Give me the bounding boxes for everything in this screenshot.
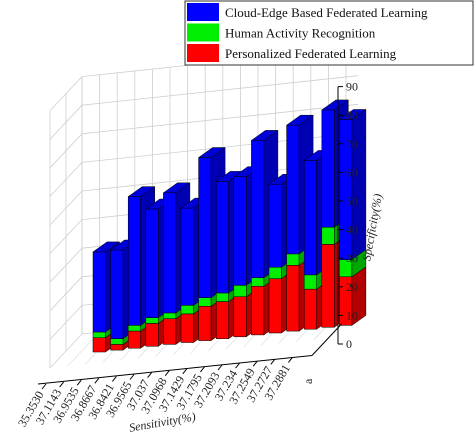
bar-cloud-edge-based-federated-learning-8	[233, 176, 247, 286]
bar-human-activity-recognition-1	[110, 338, 124, 345]
x-tick-mark-13	[270, 358, 276, 365]
bar-human-activity-recognition-12	[303, 274, 317, 290]
gridline-y-80	[81, 75, 359, 106]
bar-personalized-federated-learning-2	[127, 330, 141, 349]
bar-cloud-edge-based-federated-learning-9-top	[250, 130, 279, 141]
bar-human-activity-recognition-10	[268, 266, 282, 279]
bar-personalized-federated-learning-9	[251, 286, 265, 336]
bar-personalized-federated-learning-3	[145, 323, 159, 347]
bar-human-activity-recognition-9	[251, 277, 265, 287]
x-tick-mark-12	[252, 360, 258, 367]
bar-personalized-federated-learning-10	[268, 278, 282, 334]
bar-cloud-edge-based-federated-learning-13-top	[321, 99, 350, 111]
bar-human-activity-recognition-7	[215, 292, 229, 302]
bar-personalized-federated-learning-8	[233, 296, 247, 338]
legend-label-human-activity-recognition: Human Activity Recognition	[225, 26, 376, 41]
bar-cloud-edge-based-federated-learning-12	[303, 160, 317, 276]
x-tick-mark-4	[112, 376, 117, 382]
x-tick-mark-11	[235, 362, 240, 369]
y-tick-label-80: 80	[346, 108, 358, 122]
bar-human-activity-recognition-3	[145, 317, 159, 324]
bar-personalized-federated-learning-6	[198, 306, 212, 341]
legend-swatch-human-activity-recognition	[187, 23, 219, 42]
depth-tick-label: a	[301, 378, 315, 384]
y-tick-label-20: 20	[346, 280, 358, 294]
bar-cloud-edge-based-federated-learning-6-top	[197, 147, 226, 158]
x-tick-mark-7	[164, 370, 170, 377]
y-tick-label-30: 30	[346, 251, 358, 265]
x-tick-mark-1	[59, 381, 64, 388]
bar-cloud-edge-based-federated-learning-4-top	[162, 182, 191, 194]
bar-cloud-edge-based-federated-learning-5	[180, 207, 194, 306]
legend-label-personalized-federated-learning: Personalized Federated Learning	[225, 46, 397, 61]
bar-human-activity-recognition-13	[321, 226, 335, 245]
y-tick-label-40: 40	[346, 223, 358, 237]
bar-personalized-federated-learning-7	[215, 301, 229, 339]
bar-cloud-edge-based-federated-learning-0-top	[92, 241, 121, 253]
bar-personalized-federated-learning-13	[321, 244, 335, 328]
bar-human-activity-recognition-0	[92, 331, 106, 338]
bar-cloud-edge-based-federated-learning-13	[321, 109, 335, 228]
y-tick-label-90: 90	[346, 80, 358, 94]
bar-human-activity-recognition-5	[180, 305, 194, 315]
bar-cloud-edge-based-federated-learning-11	[286, 124, 300, 255]
y-tick-label-60: 60	[346, 165, 358, 179]
bar-cloud-edge-based-federated-learning-4	[163, 192, 177, 314]
legend: Cloud-Edge Based Federated Learning Human…	[184, 0, 474, 66]
y-tick-label-0: 0	[346, 337, 352, 351]
x-tick-mark-14	[288, 357, 293, 363]
bar-human-activity-recognition-11	[286, 253, 300, 266]
bar-human-activity-recognition-4	[163, 312, 177, 319]
bar-personalized-federated-learning-0	[92, 337, 106, 353]
x-tick-mark-0	[41, 383, 47, 390]
legend-swatch-cloud-edge-based-federated-learning	[187, 3, 219, 21]
bar-cloud-edge-based-federated-learning-6	[198, 157, 212, 298]
chart-axes	[37, 86, 343, 390]
x-tick-mark-6	[147, 372, 152, 378]
legend-label-cloud-edge-based-federated-learning: Cloud-Edge Based Federated Learning	[225, 5, 428, 20]
x-tick-mark-8	[182, 368, 188, 375]
bar-cloud-edge-based-federated-learning-9	[251, 140, 265, 278]
bar-personalized-federated-learning-5	[180, 313, 194, 343]
x-tick-mark-2	[76, 379, 82, 386]
y-tick-label-10: 10	[346, 308, 358, 322]
x-axis-title: Sensitivity(%)	[128, 409, 197, 434]
bar-human-activity-recognition-6	[198, 297, 212, 307]
bar-cloud-edge-based-federated-learning-2-top	[127, 186, 156, 197]
bar-cloud-edge-based-federated-learning-0	[92, 251, 106, 333]
bar-personalized-federated-learning-4	[163, 318, 177, 345]
bar-personalized-federated-learning-1	[110, 344, 124, 351]
chart-bars	[92, 99, 367, 353]
x-tick-mark-5	[129, 374, 135, 380]
bar-cloud-edge-based-federated-learning-2	[127, 196, 141, 326]
x-tick-mark-9	[200, 366, 205, 373]
bar-cloud-edge-based-federated-learning-1	[110, 249, 124, 339]
bar-cloud-edge-based-federated-learning-11-top	[285, 114, 314, 126]
bar-cloud-edge-based-federated-learning-10	[268, 184, 282, 268]
bar-human-activity-recognition-2	[127, 325, 141, 332]
bar-personalized-federated-learning-11	[286, 265, 300, 332]
legend-swatch-personalized-federated-learning	[187, 44, 219, 62]
legend-box	[184, 0, 474, 66]
y-tick-label-70: 70	[346, 137, 358, 151]
bar-human-activity-recognition-8	[233, 285, 247, 298]
gridline-y-70	[81, 103, 359, 135]
bar-cloud-edge-based-federated-learning-3	[145, 208, 159, 318]
x-tick-mark-10	[217, 364, 223, 371]
floor-grid-0	[49, 333, 83, 369]
bar-cloud-edge-based-federated-learning-7	[215, 181, 229, 294]
bar-cloud-edge-based-federated-learning-14-top	[338, 109, 367, 120]
x-axis-line	[37, 355, 313, 385]
bar-personalized-federated-learning-12	[303, 288, 317, 330]
x-tick-mark-3	[94, 377, 100, 384]
y-tick-label-50: 50	[346, 194, 358, 208]
depth-axis-line	[311, 323, 343, 356]
